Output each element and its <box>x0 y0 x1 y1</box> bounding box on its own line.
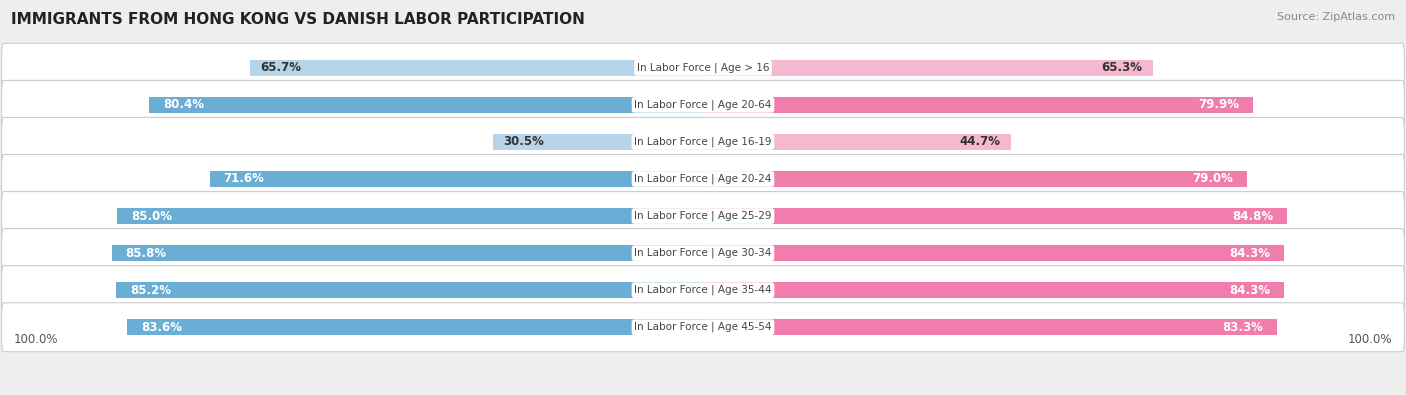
Text: 85.2%: 85.2% <box>129 284 170 297</box>
Text: In Labor Force | Age 30-34: In Labor Force | Age 30-34 <box>634 248 772 258</box>
Text: In Labor Force | Age 45-54: In Labor Force | Age 45-54 <box>634 322 772 333</box>
Text: 84.3%: 84.3% <box>1229 246 1270 260</box>
FancyBboxPatch shape <box>1 192 1405 241</box>
Text: In Labor Force | Age 20-64: In Labor Force | Age 20-64 <box>634 100 772 110</box>
Text: 100.0%: 100.0% <box>1347 333 1392 346</box>
Bar <box>117 208 703 224</box>
Bar <box>703 245 1284 261</box>
Text: 85.8%: 85.8% <box>125 246 167 260</box>
Text: 84.8%: 84.8% <box>1232 209 1274 222</box>
Text: Source: ZipAtlas.com: Source: ZipAtlas.com <box>1277 12 1395 22</box>
Text: 79.9%: 79.9% <box>1199 98 1240 111</box>
Text: 44.7%: 44.7% <box>960 135 1001 149</box>
Text: 85.0%: 85.0% <box>131 209 172 222</box>
FancyBboxPatch shape <box>1 229 1405 278</box>
Bar <box>494 134 703 150</box>
Text: 84.3%: 84.3% <box>1229 284 1270 297</box>
Bar <box>703 96 1254 113</box>
Bar <box>703 171 1247 187</box>
Bar <box>149 96 703 113</box>
FancyBboxPatch shape <box>1 154 1405 203</box>
Text: 80.4%: 80.4% <box>163 98 204 111</box>
Text: 65.3%: 65.3% <box>1101 61 1143 74</box>
Bar <box>703 208 1288 224</box>
Text: In Labor Force | Age 35-44: In Labor Force | Age 35-44 <box>634 285 772 295</box>
FancyBboxPatch shape <box>1 117 1405 166</box>
Bar <box>127 319 703 335</box>
FancyBboxPatch shape <box>1 266 1405 314</box>
Text: 100.0%: 100.0% <box>14 333 59 346</box>
Bar <box>209 171 703 187</box>
Bar <box>250 60 703 76</box>
FancyBboxPatch shape <box>1 43 1405 92</box>
Text: In Labor Force | Age 25-29: In Labor Force | Age 25-29 <box>634 211 772 221</box>
Text: 65.7%: 65.7% <box>260 61 302 74</box>
Bar <box>703 319 1277 335</box>
Bar <box>112 245 703 261</box>
Text: 83.3%: 83.3% <box>1222 321 1263 334</box>
Text: 30.5%: 30.5% <box>503 135 544 149</box>
Text: In Labor Force | Age 20-24: In Labor Force | Age 20-24 <box>634 174 772 184</box>
Bar <box>703 134 1011 150</box>
Text: In Labor Force | Age > 16: In Labor Force | Age > 16 <box>637 62 769 73</box>
FancyBboxPatch shape <box>1 303 1405 352</box>
Text: IMMIGRANTS FROM HONG KONG VS DANISH LABOR PARTICIPATION: IMMIGRANTS FROM HONG KONG VS DANISH LABO… <box>11 12 585 27</box>
Text: 83.6%: 83.6% <box>141 321 181 334</box>
Text: 79.0%: 79.0% <box>1192 173 1233 186</box>
Bar <box>117 282 703 299</box>
Text: In Labor Force | Age 16-19: In Labor Force | Age 16-19 <box>634 137 772 147</box>
Bar <box>703 282 1284 299</box>
Bar <box>703 60 1153 76</box>
Text: 71.6%: 71.6% <box>224 173 264 186</box>
FancyBboxPatch shape <box>1 81 1405 129</box>
